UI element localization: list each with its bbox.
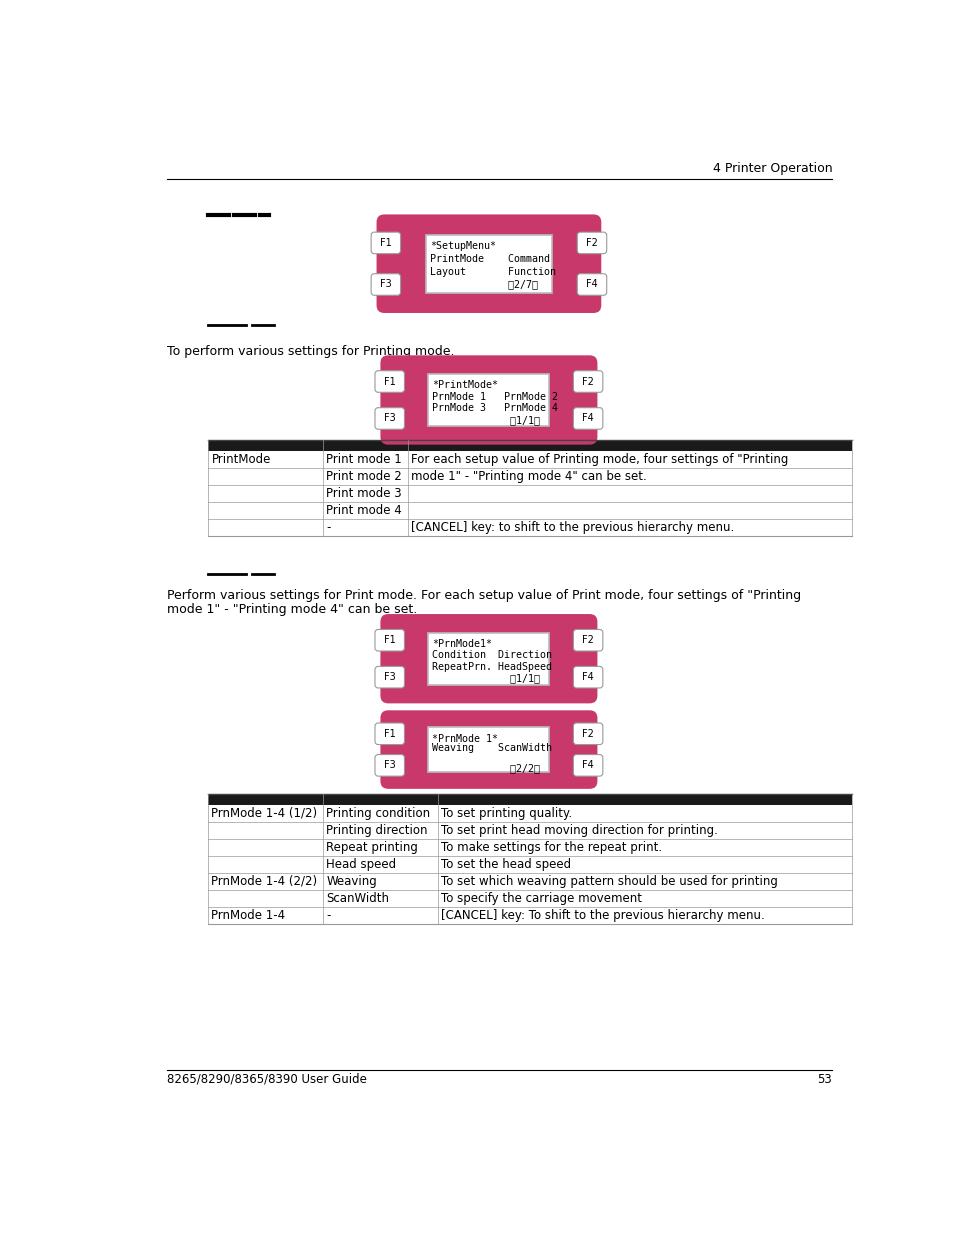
FancyBboxPatch shape [573, 667, 602, 688]
Text: F3: F3 [383, 672, 395, 682]
FancyBboxPatch shape [375, 630, 404, 651]
Text: F4: F4 [581, 414, 594, 424]
Text: mode 1" - "Printing mode 4" can be set.: mode 1" - "Printing mode 4" can be set. [167, 603, 417, 616]
Text: *SetupMenu*: *SetupMenu* [430, 241, 496, 251]
Text: ScanWidth: ScanWidth [326, 892, 389, 905]
Text: To set the head speed: To set the head speed [440, 858, 571, 871]
Text: PrnMode 3   PrnMode 4: PrnMode 3 PrnMode 4 [432, 404, 558, 414]
Text: ㉷2/7㉸: ㉷2/7㉸ [430, 279, 537, 289]
Text: F1: F1 [383, 729, 395, 739]
FancyBboxPatch shape [380, 710, 597, 789]
Text: PrnMode 1-4 (2/2): PrnMode 1-4 (2/2) [212, 874, 317, 888]
FancyBboxPatch shape [376, 215, 600, 312]
Text: To set printing quality.: To set printing quality. [440, 806, 572, 820]
Text: PrintMode    Command: PrintMode Command [430, 253, 550, 264]
Text: ㉷2/2㉸: ㉷2/2㉸ [432, 763, 539, 773]
Text: *PrnMode1*: *PrnMode1* [432, 638, 492, 650]
FancyBboxPatch shape [428, 632, 549, 684]
Text: F1: F1 [379, 238, 392, 248]
Text: ㉷1/1㉸: ㉷1/1㉸ [432, 415, 539, 425]
Text: Print mode 2: Print mode 2 [326, 469, 401, 483]
Text: F2: F2 [581, 377, 594, 387]
Text: Print mode 3: Print mode 3 [326, 487, 401, 500]
Text: To specify the carriage movement: To specify the carriage movement [440, 892, 641, 905]
FancyBboxPatch shape [426, 235, 551, 293]
FancyBboxPatch shape [375, 722, 404, 745]
Text: To set print head moving direction for printing.: To set print head moving direction for p… [440, 824, 717, 837]
Text: PrnMode 1-4 (1/2): PrnMode 1-4 (1/2) [212, 806, 317, 820]
Text: F2: F2 [585, 238, 598, 248]
Bar [208, 794, 851, 805]
Text: [CANCEL] key: To shift to the previous hierarchy menu.: [CANCEL] key: To shift to the previous h… [440, 909, 763, 921]
FancyBboxPatch shape [428, 374, 549, 426]
Text: Weaving: Weaving [326, 874, 376, 888]
Text: F1: F1 [383, 635, 395, 645]
Text: Layout       Function: Layout Function [430, 267, 556, 277]
Text: *PrintMode*: *PrintMode* [432, 380, 497, 390]
FancyBboxPatch shape [371, 274, 400, 295]
FancyBboxPatch shape [573, 408, 602, 430]
Text: F3: F3 [383, 414, 395, 424]
Text: F4: F4 [585, 279, 598, 289]
Text: 4 Printer Operation: 4 Printer Operation [712, 162, 831, 175]
FancyBboxPatch shape [380, 614, 597, 704]
FancyBboxPatch shape [577, 274, 606, 295]
FancyBboxPatch shape [375, 408, 404, 430]
FancyBboxPatch shape [375, 667, 404, 688]
FancyBboxPatch shape [428, 727, 549, 772]
Text: -: - [326, 520, 330, 534]
FancyBboxPatch shape [375, 370, 404, 393]
Text: RepeatPrn. HeadSpeed: RepeatPrn. HeadSpeed [432, 662, 552, 672]
Text: -: - [326, 909, 330, 921]
FancyBboxPatch shape [577, 232, 606, 253]
Text: To make settings for the repeat print.: To make settings for the repeat print. [440, 841, 661, 853]
Text: F1: F1 [383, 377, 395, 387]
Text: Repeat printing: Repeat printing [326, 841, 417, 853]
Text: 8265/8290/8365/8390 User Guide: 8265/8290/8365/8390 User Guide [167, 1073, 367, 1086]
Text: PrnMode 1   PrnMode 2: PrnMode 1 PrnMode 2 [432, 391, 558, 401]
Text: PrnMode 1-4: PrnMode 1-4 [212, 909, 285, 921]
FancyBboxPatch shape [380, 356, 597, 445]
Text: Print mode 4: Print mode 4 [326, 504, 401, 516]
FancyBboxPatch shape [573, 630, 602, 651]
Text: PrintMode: PrintMode [212, 453, 271, 466]
FancyBboxPatch shape [573, 722, 602, 745]
FancyBboxPatch shape [573, 370, 602, 393]
Text: Printing direction: Printing direction [326, 824, 427, 837]
FancyBboxPatch shape [573, 755, 602, 776]
Text: F4: F4 [581, 761, 594, 771]
Text: Weaving    ScanWidth: Weaving ScanWidth [432, 743, 552, 753]
Text: To perform various settings for Printing mode.: To perform various settings for Printing… [167, 345, 455, 358]
Text: *PrnMode 1*: *PrnMode 1* [432, 734, 497, 743]
Text: To set which weaving pattern should be used for printing: To set which weaving pattern should be u… [440, 874, 777, 888]
Text: Perform various settings for Print mode. For each setup value of Print mode, fou: Perform various settings for Print mode.… [167, 589, 801, 603]
FancyBboxPatch shape [375, 755, 404, 776]
Text: Condition  Direction: Condition Direction [432, 651, 552, 661]
Text: Print mode 1: Print mode 1 [326, 453, 401, 466]
Text: F2: F2 [581, 635, 594, 645]
Text: Head speed: Head speed [326, 858, 395, 871]
Text: For each setup value of Printing mode, four settings of "Printing: For each setup value of Printing mode, f… [411, 453, 788, 466]
Text: F3: F3 [383, 761, 395, 771]
Text: F3: F3 [379, 279, 392, 289]
Text: F2: F2 [581, 729, 594, 739]
Text: ㉷1/1㉸: ㉷1/1㉸ [432, 673, 539, 683]
Text: [CANCEL] key: to shift to the previous hierarchy menu.: [CANCEL] key: to shift to the previous h… [411, 520, 734, 534]
FancyBboxPatch shape [371, 232, 400, 253]
Text: Printing condition: Printing condition [326, 806, 430, 820]
Text: 53: 53 [817, 1073, 831, 1086]
Text: mode 1" - "Printing mode 4" can be set.: mode 1" - "Printing mode 4" can be set. [411, 469, 646, 483]
Text: F4: F4 [581, 672, 594, 682]
Bar [208, 440, 851, 451]
